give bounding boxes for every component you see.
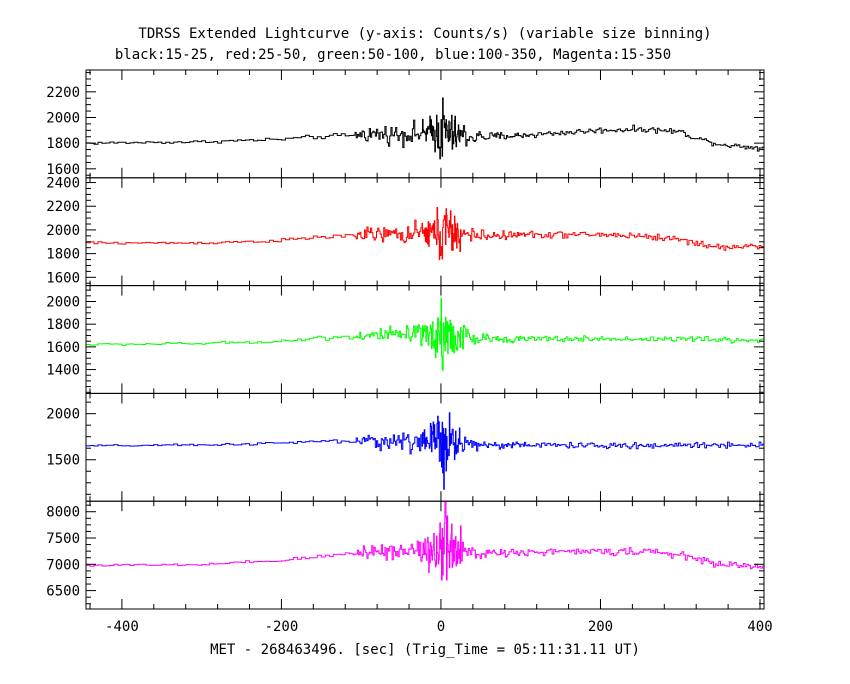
chart-subtitle: black:15-25, red:25-50, green:50-100, bl… [115,47,671,63]
y-tick-label: 2200 [46,85,80,101]
y-tick-label: 1600 [46,162,80,178]
x-tick-label: 200 [588,619,613,635]
x-tick-label: -200 [265,619,299,635]
y-tick-label: 2000 [46,223,80,239]
y-tick-label: 7000 [46,557,80,573]
x-tick-label: 400 [747,619,772,635]
chart-title: TDRSS Extended Lightcurve (y-axis: Count… [138,26,711,42]
y-tick-label: 7500 [46,531,80,547]
y-tick-label: 1800 [46,247,80,263]
y-tick-label: 8000 [46,505,80,521]
x-axis-label: MET - 268463496. [sec] (Trig_Time = 05:1… [210,642,640,658]
y-tick-label: 1800 [46,136,80,152]
panel-frame-0 [85,69,765,179]
series-line-2 [86,297,764,371]
series-line-0 [86,97,764,160]
panel-frame-4 [85,500,765,610]
series-line-3 [86,412,764,490]
x-tick-label: -400 [105,619,139,635]
panel-0: 1600 1800 2000 2200 [46,69,765,179]
panels-group: 1600 1800 2000 2200 1600 1800 2000 2200 2400 1400… [46,69,765,610]
x-tick-label: 0 [437,619,445,635]
series-line-4 [86,500,764,581]
panel-1: 1600 1800 2000 2200 2400 [46,176,765,286]
series-line-1 [86,207,764,261]
y-tick-label: 1600 [46,270,80,286]
y-tick-label: 2000 [46,110,80,126]
y-tick-label: 2000 [46,294,80,310]
y-tick-label: 2200 [46,199,80,215]
panel-4: 6500 7000 7500 8000 [46,500,765,610]
panel-3: 1500 2000 [46,392,765,502]
y-tick-label: 1400 [46,363,80,379]
x-axis: -400 -200 0 200 400 [105,619,773,635]
y-tick-label: 1500 [46,453,80,469]
y-tick-label: 2000 [46,407,80,423]
y-tick-label: 6500 [46,584,80,600]
y-tick-label: 1800 [46,317,80,333]
panel-2: 1400 1600 1800 2000 [46,285,765,394]
y-tick-label: 1600 [46,340,80,356]
y-tick-label: 2400 [46,176,80,192]
